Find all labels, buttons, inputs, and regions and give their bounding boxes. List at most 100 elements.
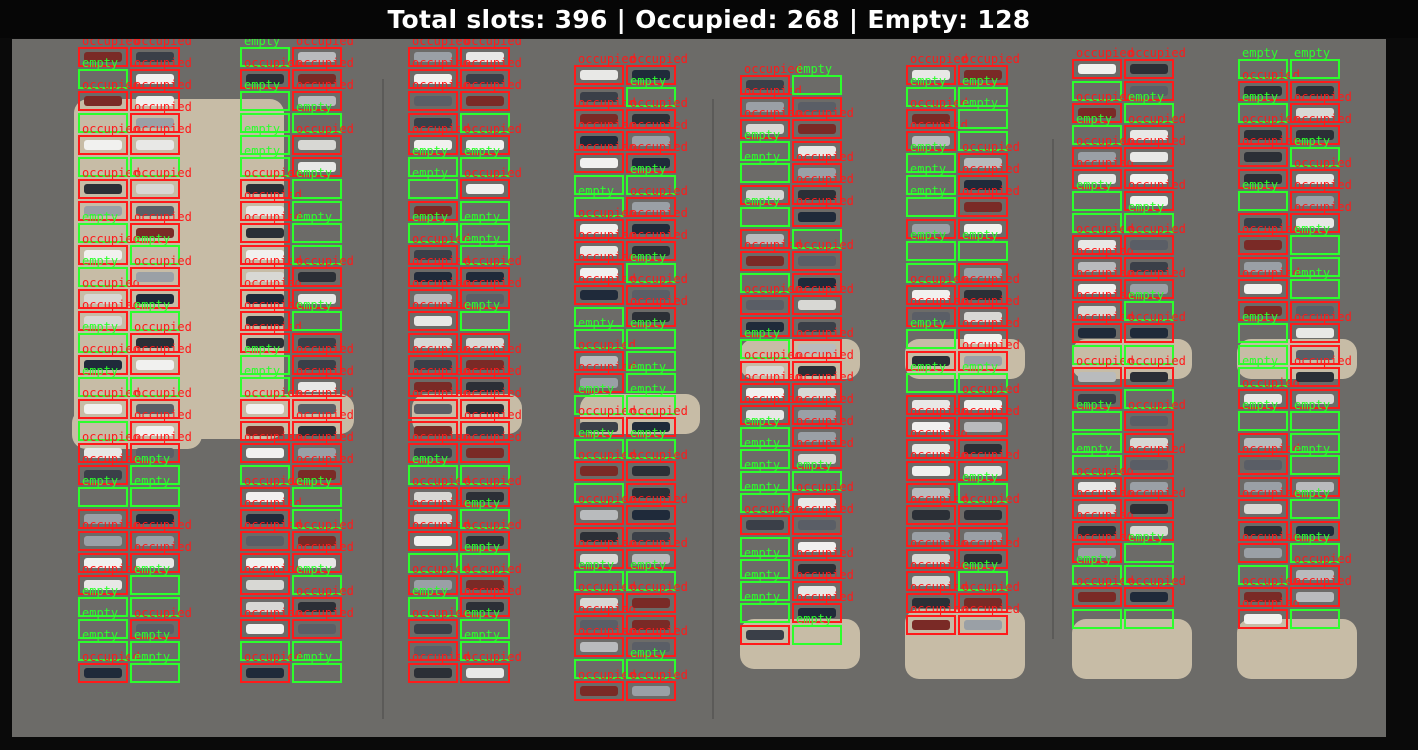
empty-slot-box: empty — [792, 613, 842, 645]
car — [964, 466, 1002, 476]
slot-status-label: occupied — [464, 474, 522, 488]
occupied-slot-box — [240, 421, 290, 441]
car — [632, 466, 670, 476]
occupied-slot-box: occupied — [460, 387, 522, 419]
slot-status-label: occupied — [578, 448, 636, 462]
empty-slot-box: empty — [574, 427, 624, 459]
occupied-slot-box: occupied — [1290, 91, 1352, 123]
car — [466, 602, 504, 612]
slot-status-label: empty — [296, 100, 333, 114]
car — [1296, 482, 1334, 492]
occupied-slot-box: occupied — [958, 493, 1020, 525]
car — [136, 624, 174, 634]
car — [964, 202, 1002, 212]
car — [414, 206, 452, 216]
slot-status-label: occupied — [464, 518, 522, 532]
occupied-slot-box: occupied — [1238, 597, 1300, 629]
car — [466, 96, 504, 106]
empty-slot-box — [460, 201, 510, 221]
slot-status-label: occupied — [244, 210, 302, 224]
car — [798, 124, 836, 134]
occupied-slot-box: occupied — [958, 163, 1020, 195]
car — [912, 290, 950, 300]
car — [246, 558, 284, 568]
empty-slot-box: empty — [1072, 443, 1122, 475]
slot-status-label: occupied — [134, 408, 192, 422]
slot-status-label: occupied — [464, 78, 522, 92]
slot-status-label: occupied — [134, 606, 192, 620]
occupied-slot-box: occupied — [78, 123, 140, 155]
empty-slot-box — [240, 465, 290, 485]
slot-status-label: occupied — [464, 56, 522, 70]
occupied-slot-box: occupied — [460, 123, 522, 155]
slot-status-label: occupied — [1242, 442, 1300, 456]
occupied-slot-box: occupied — [574, 339, 636, 371]
parking-island — [1072, 619, 1192, 679]
occupied-slot-box: occupied — [460, 79, 522, 111]
slot-status-label: occupied — [962, 316, 1020, 330]
slot-status-label: occupied — [796, 282, 854, 296]
empty-slot-box — [740, 537, 790, 557]
empty-slot-box: empty — [1238, 91, 1288, 123]
occupied-slot-box: occupied — [408, 607, 470, 639]
slot-status-label: occupied — [578, 52, 636, 66]
car — [1130, 372, 1168, 382]
car — [632, 246, 670, 256]
empty-slot-box — [574, 483, 624, 503]
empty-slot-box: empty — [460, 629, 510, 661]
occupied-slot-box — [740, 229, 790, 249]
slot-status-label: empty — [82, 254, 119, 268]
empty-slot-box — [1124, 345, 1174, 365]
slot-status-label: empty — [910, 74, 947, 88]
car — [1078, 152, 1116, 162]
slot-summary: Total slots: 396 | Occupied: 268 | Empty… — [387, 4, 1031, 34]
car — [746, 322, 784, 332]
car — [414, 426, 452, 436]
slot-status-label: occupied — [244, 298, 302, 312]
car — [1244, 284, 1282, 294]
occupied-slot-box: occupied — [292, 39, 354, 67]
car — [1296, 306, 1334, 316]
car — [746, 80, 784, 90]
car — [912, 510, 950, 520]
occupied-slot-box: occupied — [792, 371, 854, 403]
car — [1296, 174, 1334, 184]
occupied-slot-box: occupied — [958, 339, 1020, 371]
car — [84, 184, 122, 194]
occupied-slot-box: occupied — [1072, 47, 1134, 79]
car — [632, 312, 670, 322]
car — [580, 246, 618, 256]
slot-status-label: occupied — [1128, 222, 1186, 236]
occupied-slot-box — [1124, 521, 1174, 541]
empty-slot-box — [574, 659, 624, 679]
slot-status-label: occupied — [744, 348, 802, 362]
car — [84, 360, 122, 370]
slot-status-label: occupied — [412, 342, 470, 356]
empty-slot-box: empty — [906, 317, 956, 349]
occupied-slot-box: occupied — [460, 651, 522, 683]
occupied-slot-box: occupied — [792, 437, 854, 469]
slot-status-label: occupied — [1128, 354, 1186, 368]
empty-slot-box: empty — [626, 361, 676, 393]
occupied-slot-box: occupied — [240, 255, 302, 287]
car — [912, 466, 950, 476]
car — [1296, 394, 1334, 404]
slot-status-label: empty — [412, 210, 449, 224]
car — [1078, 108, 1116, 118]
slot-status-label: occupied — [134, 386, 192, 400]
car — [466, 272, 504, 282]
slot-status-label: occupied — [962, 184, 1020, 198]
car — [466, 668, 504, 678]
slot-status-label: empty — [796, 458, 833, 472]
car — [580, 642, 618, 652]
car — [912, 312, 950, 322]
occupied-slot-box: occupied — [1290, 311, 1352, 343]
occupied-slot-box — [740, 625, 790, 645]
occupied-slot-box: occupied — [408, 497, 470, 529]
occupied-slot-box: occupied — [240, 519, 302, 551]
empty-slot-box: empty — [292, 299, 342, 331]
occupied-slot-box — [292, 333, 342, 353]
slot-status-label: occupied — [412, 39, 470, 48]
car — [298, 602, 336, 612]
occupied-slot-box — [408, 641, 458, 661]
